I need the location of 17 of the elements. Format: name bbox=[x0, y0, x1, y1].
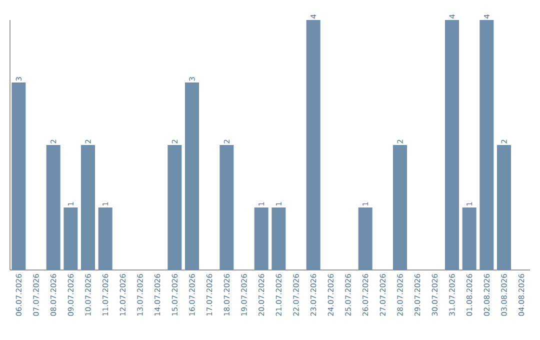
bar bbox=[462, 208, 476, 270]
bar bbox=[480, 20, 494, 270]
bar bbox=[46, 145, 60, 270]
bar bbox=[393, 145, 408, 270]
bar bbox=[445, 20, 460, 270]
bar bbox=[12, 82, 26, 270]
bar bbox=[220, 145, 234, 270]
bar bbox=[254, 208, 268, 270]
bar bbox=[497, 145, 512, 270]
bar bbox=[358, 208, 372, 270]
bar bbox=[98, 208, 112, 270]
bar bbox=[168, 145, 182, 270]
bar bbox=[81, 145, 95, 270]
bar bbox=[64, 208, 78, 270]
bar bbox=[272, 208, 286, 270]
bar bbox=[185, 82, 199, 270]
bar bbox=[306, 20, 320, 270]
